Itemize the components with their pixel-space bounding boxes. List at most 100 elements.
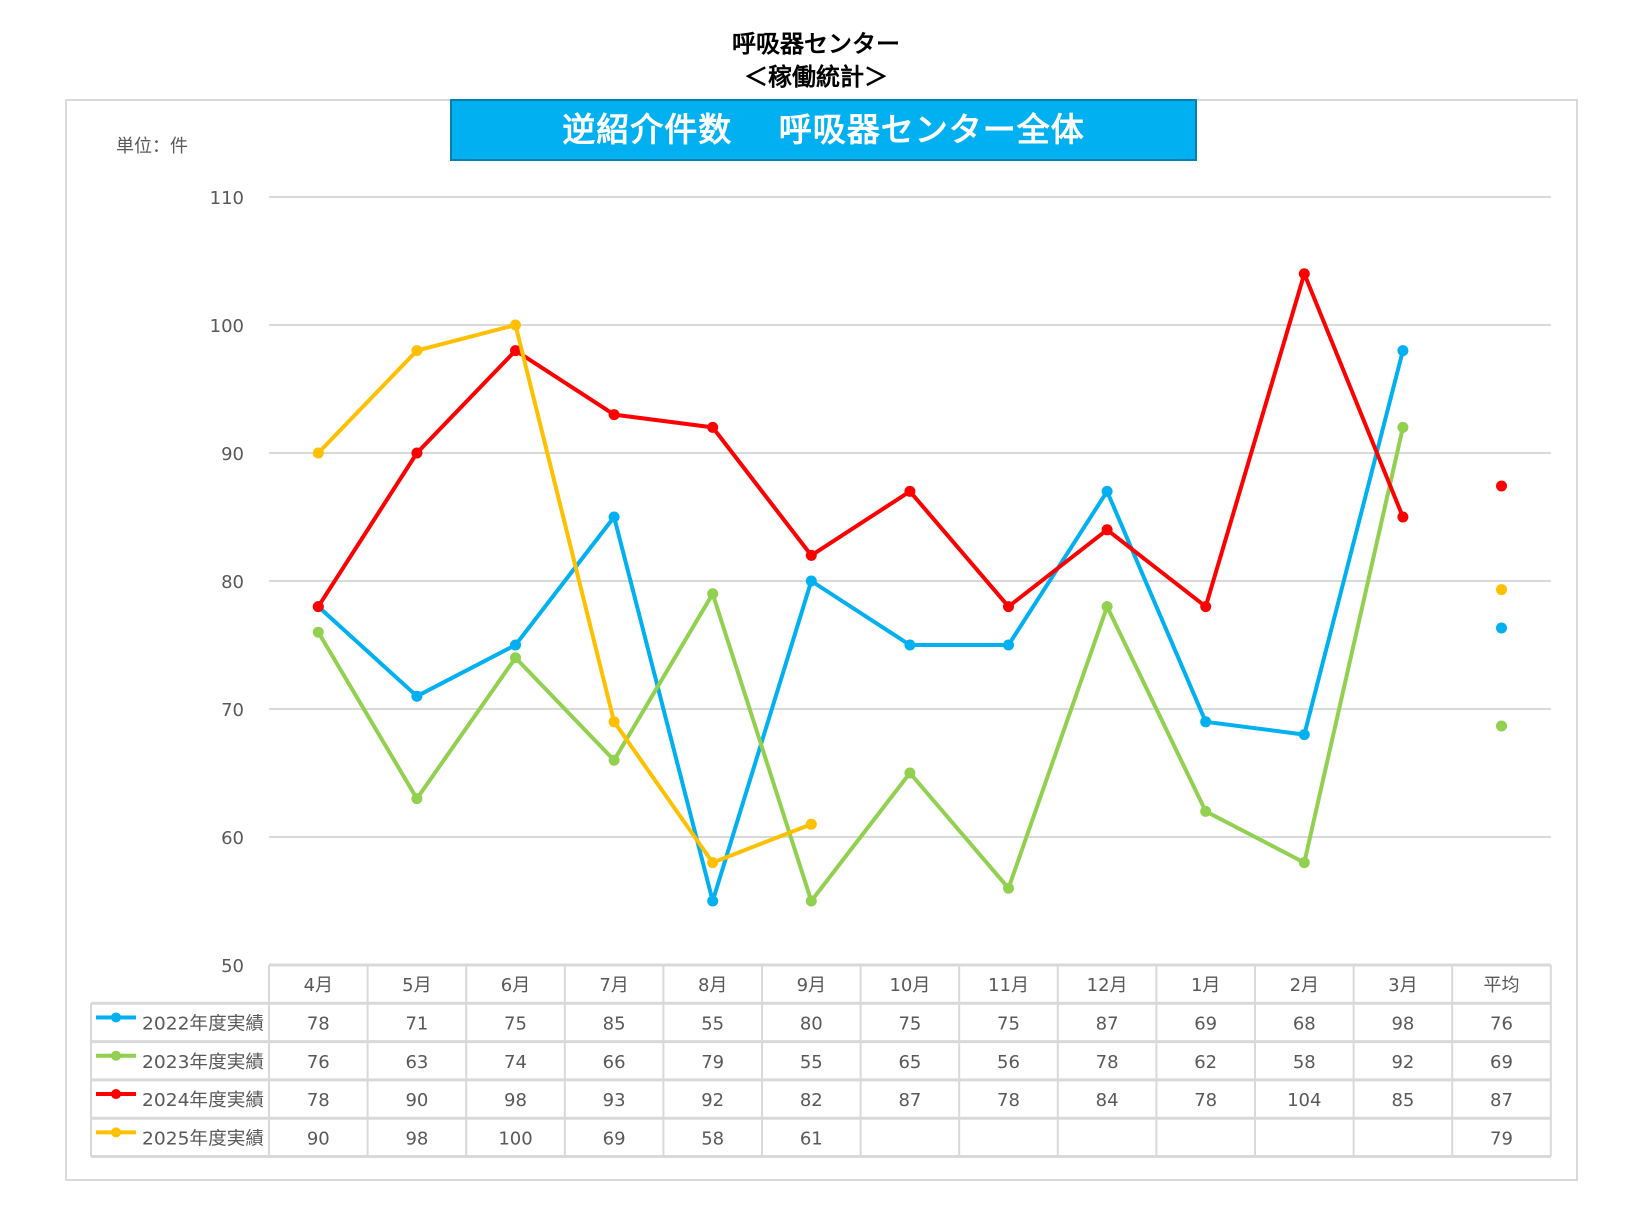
data-table-value: 56 [997, 1052, 1020, 1073]
average-point [1496, 720, 1507, 732]
data-point [805, 818, 817, 830]
data-table-value: 58 [701, 1128, 724, 1149]
category-label: 6月 [501, 975, 530, 996]
data-table-value: 79 [701, 1052, 724, 1073]
data-table-value: 87 [898, 1090, 921, 1111]
category-label: 8月 [698, 975, 727, 996]
page-title: 呼吸器センター [732, 30, 900, 58]
data-point [1200, 716, 1212, 728]
data-table-value: 61 [800, 1128, 823, 1149]
data-table-value: 98 [504, 1090, 527, 1111]
data-point [1298, 729, 1310, 741]
data-point [805, 575, 817, 587]
data-table-value: 78 [307, 1013, 330, 1034]
unit-label: 単位：件 [116, 136, 188, 157]
average-point [1496, 584, 1507, 596]
data-point [312, 626, 324, 638]
data-point [608, 716, 620, 728]
data-table-value: 62 [1194, 1052, 1217, 1073]
data-table-value: 82 [800, 1090, 823, 1111]
data-table-value: 71 [405, 1013, 428, 1034]
data-table-value: 98 [405, 1128, 428, 1149]
data-point [707, 421, 719, 433]
data-table-value: 63 [405, 1052, 428, 1073]
data-point [1397, 511, 1409, 523]
data-table-value: 55 [701, 1013, 724, 1034]
data-table-value: 85 [1391, 1090, 1414, 1111]
data-table-average: 79 [1490, 1128, 1513, 1149]
y-tick-label: 100 [210, 316, 244, 337]
category-label: 3月 [1388, 975, 1417, 996]
data-point [312, 601, 324, 613]
category-label: 平均 [1484, 975, 1520, 996]
data-point [411, 793, 423, 805]
data-point [904, 485, 916, 497]
legend-label: 2022年度実績 [142, 1013, 264, 1034]
data-point [1003, 639, 1014, 651]
data-table-value: 65 [898, 1052, 921, 1073]
data-table-value: 100 [498, 1128, 532, 1149]
data-table-value: 104 [1287, 1090, 1321, 1111]
average-point [1496, 480, 1507, 492]
data-point [1101, 601, 1113, 613]
data-point [1298, 857, 1310, 869]
data-table-value: 78 [1194, 1090, 1217, 1111]
data-table-value: 87 [1096, 1013, 1119, 1034]
y-tick-label: 110 [210, 188, 244, 209]
legend-marker [111, 1127, 121, 1138]
category-label: 7月 [599, 975, 628, 996]
data-table-value: 68 [1293, 1013, 1316, 1034]
series-line [316, 271, 1405, 609]
data-point [805, 895, 817, 907]
data-point [1101, 524, 1113, 536]
data-point [608, 511, 620, 523]
data-point [1397, 421, 1409, 433]
data-table-value: 90 [405, 1090, 428, 1111]
data-table-average: 69 [1490, 1052, 1513, 1073]
legend-label: 2024年度実績 [142, 1090, 264, 1111]
series-line [316, 323, 813, 865]
data-point [510, 639, 521, 651]
data-point [1200, 805, 1212, 817]
legend-marker [111, 1089, 121, 1100]
data-point [1101, 485, 1113, 497]
y-tick-label: 90 [221, 444, 244, 465]
data-point [1200, 601, 1212, 613]
data-table-value: 75 [504, 1013, 527, 1034]
data-point [608, 754, 620, 766]
category-label: 12月 [1087, 975, 1128, 996]
data-table-value: 78 [307, 1090, 330, 1111]
data-point [1298, 268, 1310, 280]
data-table-value: 69 [603, 1128, 626, 1149]
data-point [904, 767, 916, 779]
data-point [707, 857, 719, 869]
data-table-value: 84 [1096, 1090, 1119, 1111]
y-tick-label: 50 [221, 956, 244, 977]
data-table-value: 76 [307, 1052, 330, 1073]
data-table-value: 66 [603, 1052, 626, 1073]
data-point [1003, 882, 1014, 894]
data-point [411, 345, 423, 357]
data-table-value: 92 [1391, 1052, 1414, 1073]
data-point [707, 588, 719, 600]
data-point [1003, 601, 1014, 613]
data-table-value: 78 [1096, 1052, 1119, 1073]
data-point [805, 549, 817, 561]
category-label: 5月 [402, 975, 431, 996]
data-table-value: 75 [997, 1013, 1020, 1034]
data-table-value: 93 [603, 1090, 626, 1111]
chart-title: 逆紹介件数 呼吸器センター全体 [450, 99, 1197, 161]
category-label: 11月 [988, 975, 1029, 996]
data-point [312, 447, 324, 459]
data-table-average: 87 [1490, 1090, 1513, 1111]
data-table-value: 75 [898, 1013, 921, 1034]
data-point [510, 345, 521, 357]
data-point [510, 652, 521, 664]
data-table-value: 80 [800, 1013, 823, 1034]
page-subtitle: ＜稼働統計＞ [744, 63, 888, 91]
data-table-value: 90 [307, 1128, 330, 1149]
category-label: 2月 [1290, 975, 1319, 996]
data-point [707, 895, 719, 907]
data-table-average: 76 [1490, 1013, 1513, 1034]
